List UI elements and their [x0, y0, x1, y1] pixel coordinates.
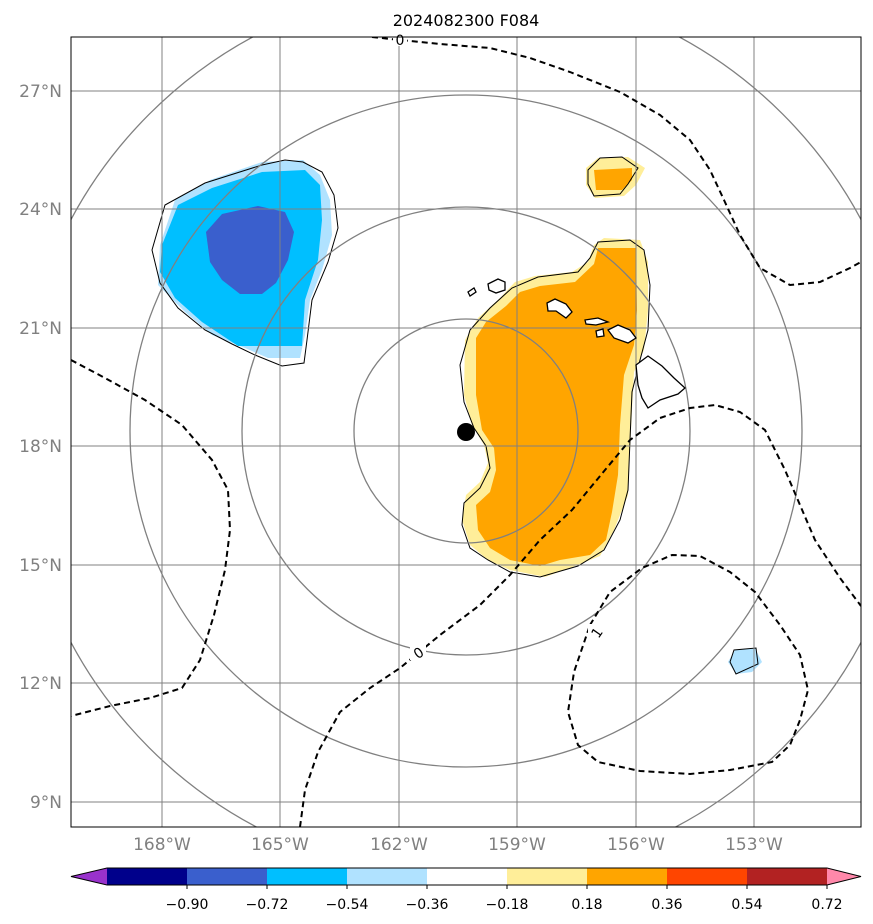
colorbar-segment	[107, 868, 188, 885]
contour-labels: 0 0 1	[393, 32, 607, 663]
figure-title: 2024082300 F084	[393, 11, 540, 30]
colorbar-tick-label: 0.54	[731, 897, 762, 913]
island-niihau	[467, 287, 477, 297]
outline-main	[459, 239, 651, 578]
lon-label-153w: 153°W	[725, 835, 783, 855]
negative-anomaly-region-west	[151, 159, 339, 367]
dashed-contours	[71, 37, 861, 827]
lon-label-162w: 162°W	[370, 835, 428, 855]
range-ring-2	[241, 206, 691, 656]
colorbar-segment	[587, 868, 668, 885]
colorbar-tick-label: 0.36	[651, 897, 682, 913]
contour-zero-west	[71, 359, 232, 717]
colorbar-extend-min	[71, 868, 107, 885]
colorbar-tick-label: −0.18	[486, 897, 529, 913]
latitude-labels: 27°N 24°N 21°N 18°N 15°N 12°N 9°N	[19, 82, 62, 813]
lon-label-156w: 156°W	[607, 835, 665, 855]
colorbar-segment	[347, 868, 428, 885]
outline-southeast	[729, 647, 759, 675]
lat-label-18n: 18°N	[19, 437, 62, 457]
positive-anomaly-region-north	[586, 156, 645, 198]
lat-label-15n: 15°N	[19, 556, 62, 576]
lat-label-21n: 21°N	[19, 319, 62, 339]
range-ring-3	[129, 94, 803, 768]
island-hawaii	[635, 355, 686, 409]
colorbar: −0.90 −0.72 −0.54 −0.36 −0.18 0.18 0.36 0.54 0.7…	[70, 867, 862, 913]
colorbar-extend-max	[827, 868, 861, 885]
colorbar-tick-label: 0.72	[811, 897, 842, 913]
negative-anomaly-region-southeast	[728, 647, 762, 675]
island-maui	[607, 324, 637, 344]
coastlines	[467, 278, 686, 409]
lat-label-12n: 12°N	[19, 674, 62, 694]
longitude-labels: 168°W 165°W 162°W 159°W 156°W 153°W	[133, 835, 783, 855]
outline-west	[151, 159, 339, 367]
lon-label-165w: 165°W	[251, 835, 309, 855]
fill-orange-north	[594, 168, 632, 190]
colorbar-segment	[747, 868, 828, 885]
colorbar-segment	[187, 868, 268, 885]
fill-royal-blue	[206, 206, 294, 294]
island-lanai	[595, 328, 605, 338]
contour-zero-diagonal	[299, 403, 861, 827]
colorbar-segment	[267, 868, 348, 885]
contour-zero-north	[371, 37, 861, 287]
storm-center-marker	[457, 423, 475, 441]
range-rings	[71, 37, 861, 827]
colorbar-segment	[427, 868, 508, 885]
lat-label-9n: 9°N	[30, 793, 62, 813]
plot-frame	[70, 36, 862, 828]
colorbar-tick-label: 0.18	[571, 897, 602, 913]
contour-label-zero-north: 0	[396, 33, 405, 49]
colorbar-tick-label: −0.54	[326, 897, 369, 913]
colorbar-tick-label: −0.90	[166, 897, 209, 913]
island-kauai	[487, 278, 506, 294]
island-molokai	[584, 317, 611, 326]
colorbar-outline	[70, 867, 862, 886]
colorbar-tick-label: −0.72	[246, 897, 289, 913]
island-oahu	[546, 298, 573, 319]
lat-label-24n: 24°N	[19, 200, 62, 220]
colorbar-segment	[667, 868, 748, 885]
colorbar-tick-label: −0.36	[406, 897, 449, 913]
graticule	[71, 37, 861, 827]
lon-label-168w: 168°W	[133, 835, 191, 855]
range-ring-4	[71, 37, 861, 827]
contour-one-loop	[566, 553, 810, 776]
colorbar-segment	[507, 868, 588, 885]
range-ring-1	[353, 318, 579, 544]
outline-north	[587, 156, 639, 197]
lat-label-27n: 27°N	[19, 82, 62, 102]
lon-label-159w: 159°W	[488, 835, 546, 855]
